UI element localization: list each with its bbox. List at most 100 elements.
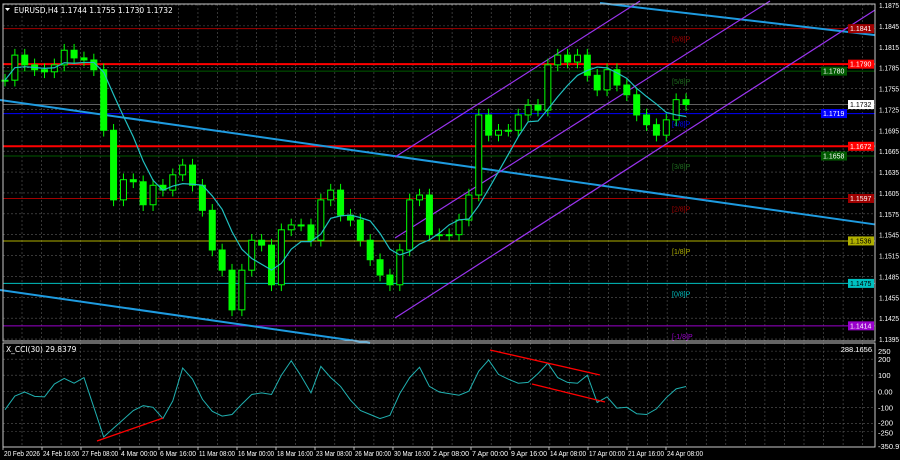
- price-tag: [848, 141, 874, 151]
- price-tag-label: 1.1658: [823, 154, 845, 161]
- candle-body: [356, 219, 364, 241]
- price-tag-label: 1.1841: [850, 26, 872, 33]
- price-tag-label: 1.1790: [850, 62, 872, 69]
- candle-body: [455, 219, 463, 236]
- time-tick-label: 18 Mar 16:00: [277, 449, 313, 458]
- candle-body: [258, 239, 266, 246]
- candle-body: [169, 174, 177, 191]
- price-tag-label: 1.1475: [850, 281, 872, 288]
- last-price-tag: [848, 100, 874, 110]
- price-tag-label: 1.1597: [850, 196, 872, 203]
- candle-body: [60, 49, 68, 66]
- time-tick-label: 7 Apr 00:00: [472, 449, 508, 458]
- trend-channel-line: [0, 289, 371, 344]
- time-tick-label: 11 Mar 08:00: [199, 449, 235, 458]
- time-tick-label: 23 Mar 08:00: [316, 449, 352, 458]
- candle-body: [100, 69, 108, 131]
- candle-body: [662, 119, 670, 136]
- price-tick-label: 1.1725: [879, 105, 899, 114]
- candle-body: [307, 224, 315, 241]
- price-tick-label: 1.1395: [879, 335, 899, 344]
- moving-average: [4, 61, 687, 271]
- murrey-level-label: [-1/8]P: [672, 334, 693, 341]
- candle-body: [198, 184, 206, 211]
- price-tick-label: 1.1815: [879, 43, 899, 52]
- candle-body: [149, 184, 157, 206]
- price-tick-label: 1.1695: [879, 126, 899, 135]
- grid: [3, 4, 875, 447]
- candle-body: [633, 94, 641, 116]
- candle-body: [652, 124, 660, 136]
- time-tick-label: 20 Feb 2026: [4, 449, 40, 458]
- cci-line: [4, 359, 687, 438]
- candle-body: [504, 129, 512, 132]
- candle-body: [485, 114, 493, 136]
- cci-tick-label: 0.00: [878, 387, 893, 396]
- cci-panel-frame: [2, 342, 876, 448]
- price-tick-label: 1.1485: [879, 272, 899, 281]
- price-tag-label: 1.1780: [823, 69, 845, 76]
- candle-body: [544, 64, 552, 111]
- cci-tick-label: -350.973: [878, 442, 900, 451]
- price-tick-label: 1.1425: [879, 314, 899, 323]
- divergence-line: [531, 383, 606, 403]
- candle-body: [406, 199, 414, 251]
- cci-tick-label: 100: [878, 371, 891, 380]
- cci-panel: [4, 349, 687, 442]
- candle-body: [327, 189, 335, 201]
- cci-tick-label: -100: [878, 403, 893, 412]
- candle-body: [573, 54, 581, 63]
- trend-channel-line: [0, 99, 876, 226]
- murrey-level-label: [4/8]P: [672, 122, 691, 129]
- cci-label: X_CCI(30) 29.8379: [6, 345, 77, 354]
- price-tag-label: 1.1536: [850, 238, 872, 245]
- price-tick-label: 1.1545: [879, 231, 899, 240]
- price-tag: [848, 321, 874, 331]
- price-tag: [821, 109, 847, 119]
- candle-body: [376, 259, 384, 276]
- price-tick-label: 1.1875: [879, 1, 899, 10]
- candle-body: [80, 57, 88, 61]
- candle-body: [445, 234, 453, 237]
- candle-body: [554, 54, 562, 66]
- time-tick-label: 16 Mar 00:00: [238, 449, 274, 458]
- cci-tick-label: 288.1656: [841, 345, 872, 354]
- candle-body: [228, 269, 236, 311]
- time-tick-label: 21 Apr 16:00: [628, 449, 664, 458]
- moving-average-line: [4, 61, 687, 271]
- price-tag-label: 1.1672: [850, 144, 872, 151]
- candle-body: [110, 129, 118, 201]
- time-tick-label: 26 Mar 00:00: [355, 449, 391, 458]
- price-tag: [821, 66, 847, 76]
- candle-body: [396, 249, 404, 286]
- murrey-level-label: [0/8]P: [672, 291, 691, 298]
- price-tag-label: 1.1719: [823, 111, 845, 118]
- candle-body: [238, 269, 246, 311]
- candle-body: [425, 194, 433, 236]
- price-tick-label: 1.1665: [879, 147, 899, 156]
- murrey-level-label: [5/8]P: [672, 79, 691, 86]
- murrey-levels: [6/8]P [5/8]P [4/8]P [3/8]P [2/8]P [1/8]P [0/8…: [3, 28, 875, 341]
- time-tick-label: 6 Mar 16:00: [160, 449, 196, 458]
- candle-body: [514, 114, 522, 131]
- candle-body: [495, 129, 502, 136]
- candle-body: [524, 104, 532, 116]
- candle-body: [366, 239, 374, 261]
- candle-body: [218, 249, 226, 271]
- candle-body: [267, 244, 275, 286]
- candle-body: [672, 99, 680, 121]
- candle-body: [682, 99, 690, 106]
- murrey-level-label: [2/8]P: [672, 206, 691, 213]
- candle-body: [317, 199, 325, 241]
- candle-body: [337, 189, 345, 216]
- price-tick-label: 1.1575: [879, 210, 899, 219]
- time-tick-label: 24 Feb 16:00: [43, 449, 79, 458]
- price-tag-label: 1.1414: [850, 323, 872, 330]
- dropdown-triangle-icon[interactable]: [5, 8, 10, 11]
- candle-body: [416, 194, 424, 201]
- candle-body: [583, 54, 591, 76]
- price-tag: [848, 278, 874, 288]
- price-tag: [848, 236, 874, 246]
- time-tick-label: 24 Apr 08:00: [667, 449, 703, 458]
